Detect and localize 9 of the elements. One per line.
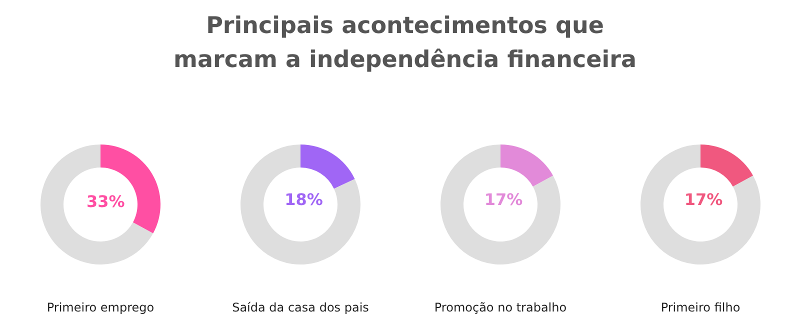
- data-label: 33%: [86, 192, 125, 211]
- text: Primeiro emprego: [46, 300, 154, 314]
- data-label: 17%: [684, 190, 723, 209]
- text: Primeiro filho: [660, 300, 740, 314]
- text: Saída da casa dos pais: [232, 300, 369, 314]
- text: Promoção no trabalho: [434, 300, 567, 314]
- data-label: 18%: [284, 190, 323, 209]
- text: Principais acontecimentos que marcam a independência financeira: [172, 12, 638, 75]
- data-label: 17%: [484, 190, 523, 209]
